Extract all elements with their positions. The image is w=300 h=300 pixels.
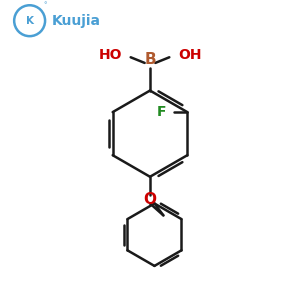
Text: °: ° <box>43 2 47 8</box>
Text: Kuujia: Kuujia <box>52 14 101 28</box>
Text: HO: HO <box>98 48 122 62</box>
Text: OH: OH <box>178 48 202 62</box>
Text: K: K <box>26 16 34 26</box>
Text: F: F <box>157 105 166 119</box>
Text: B: B <box>144 52 156 67</box>
Text: O: O <box>143 191 157 206</box>
